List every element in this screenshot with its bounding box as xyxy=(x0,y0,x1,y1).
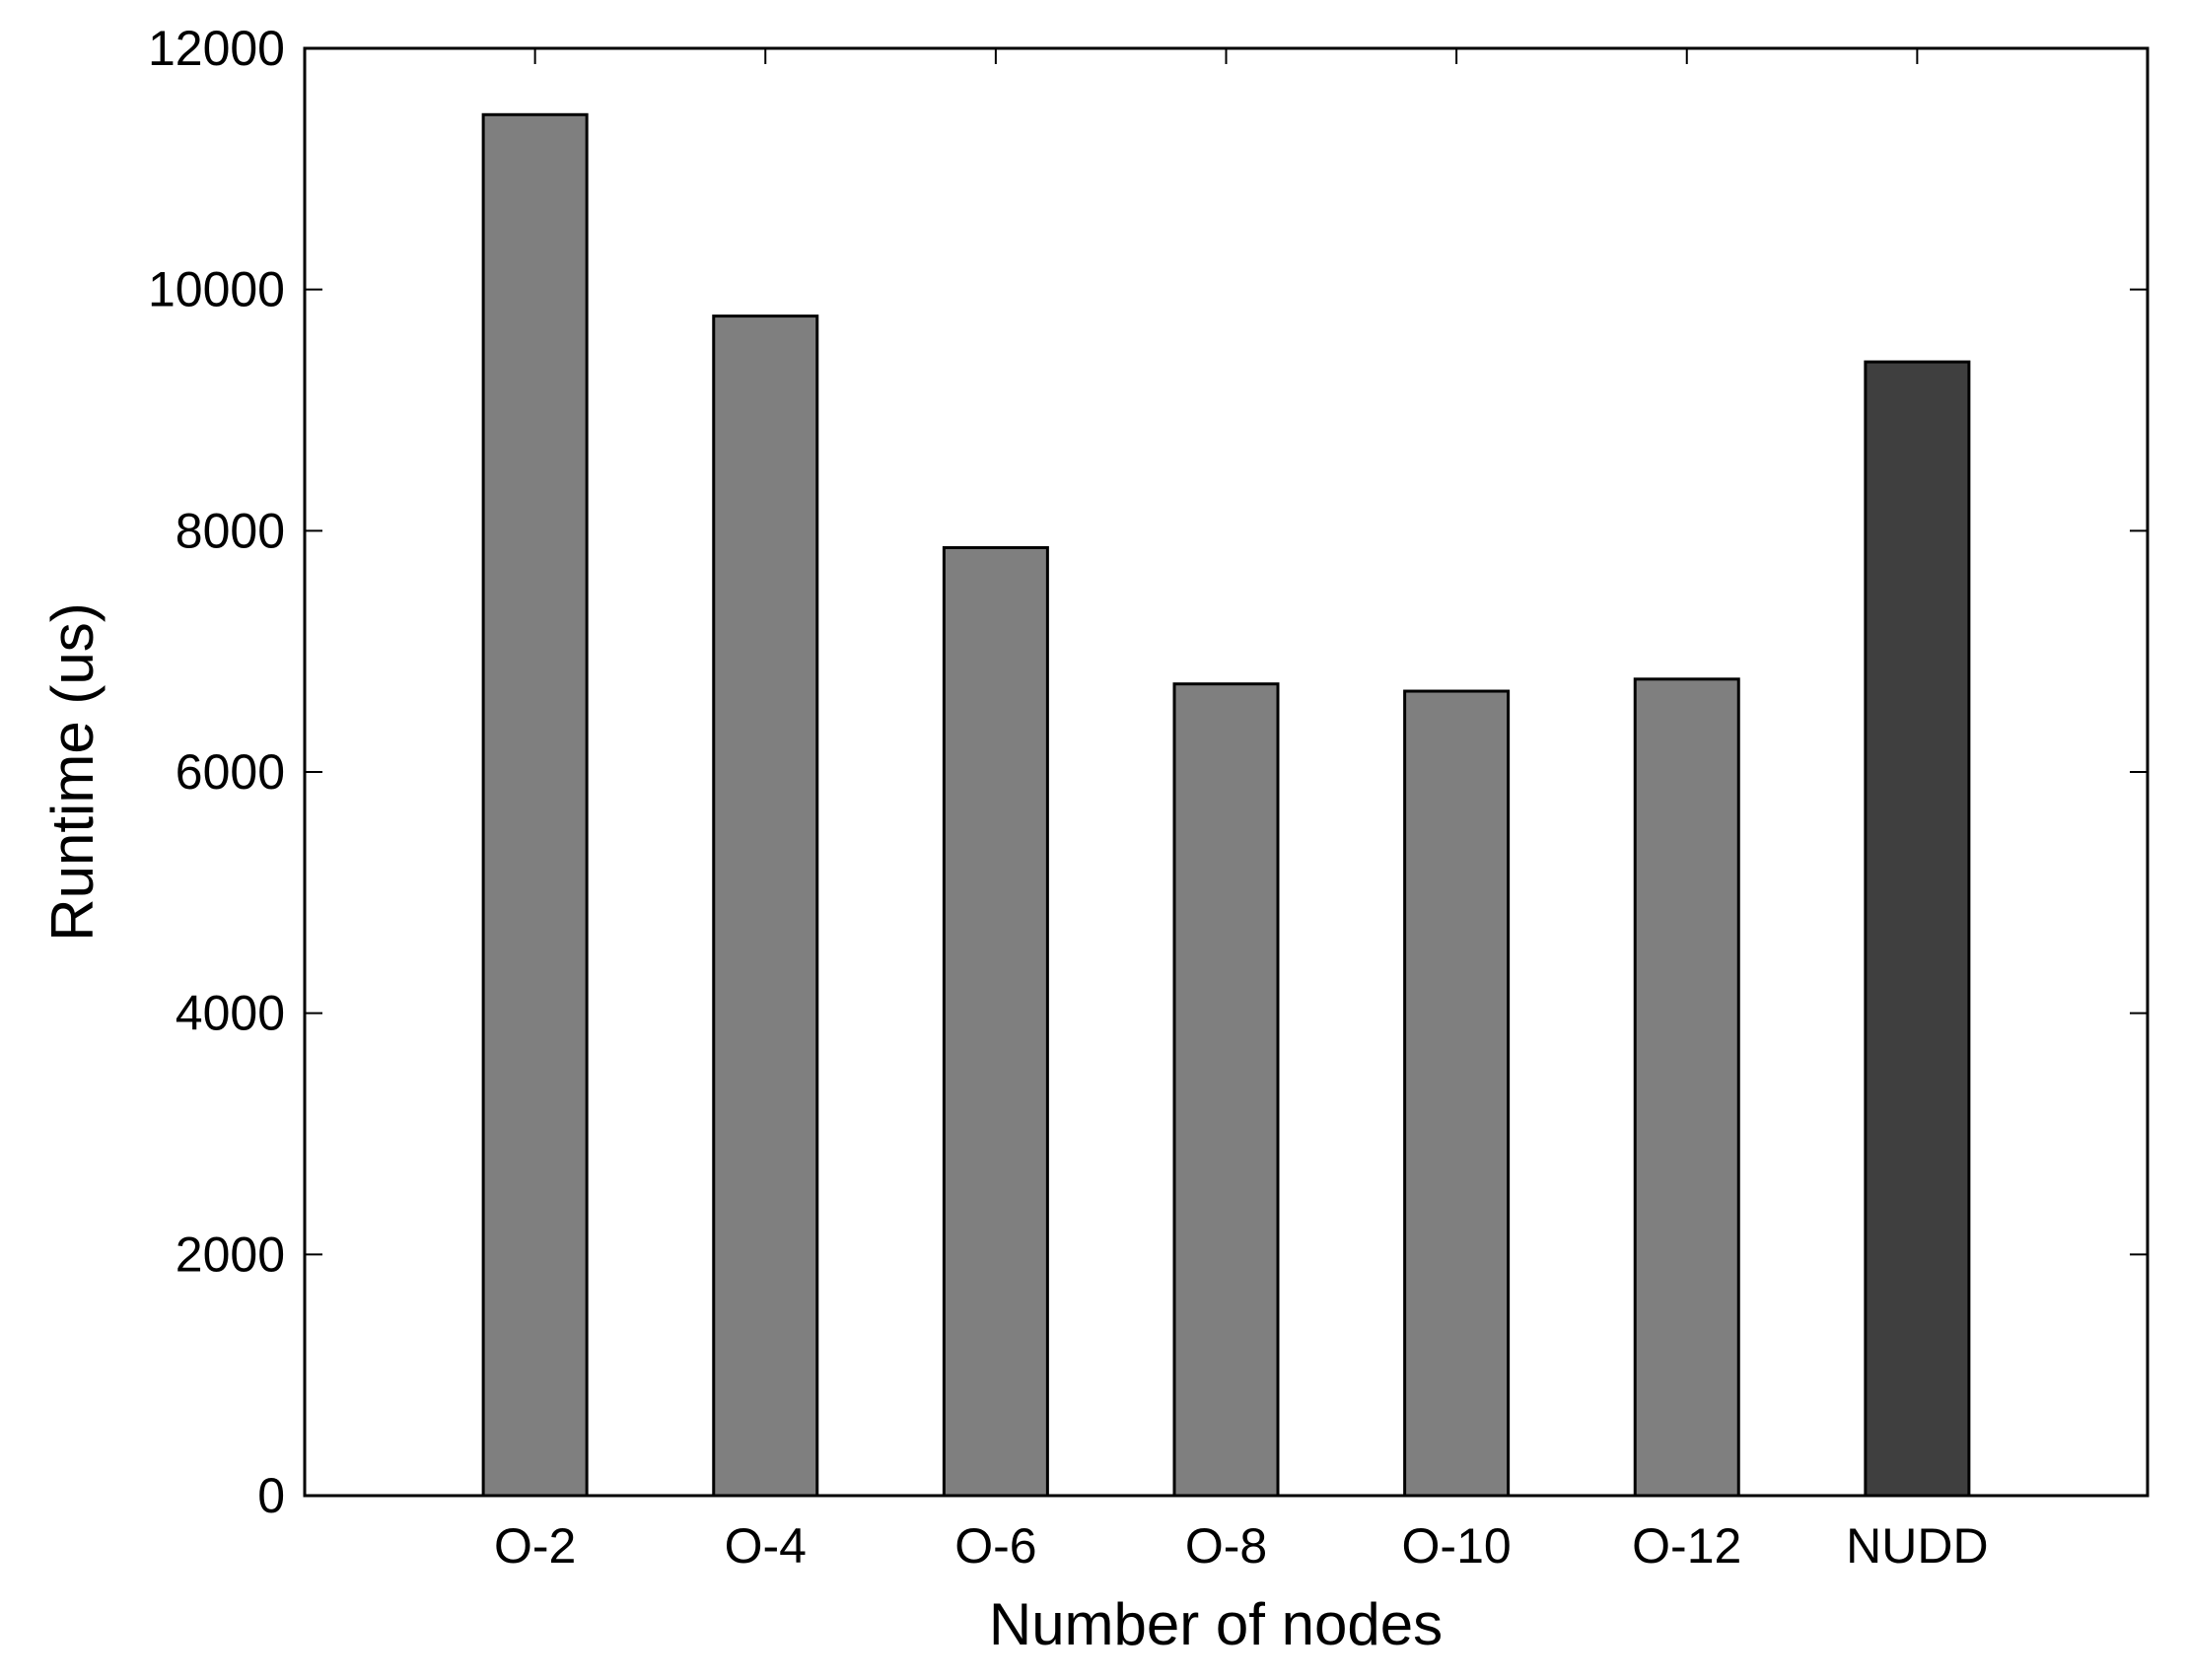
x-axis-label: Number of nodes xyxy=(989,1591,1443,1657)
y-tick-label: 10000 xyxy=(148,262,285,317)
x-tick-label: O-8 xyxy=(1185,1518,1267,1574)
y-tick-label: 12000 xyxy=(148,21,285,76)
x-axis-tick-labels: O-2 O-4 O-6 O-8 O-10 O-12 NUDD xyxy=(494,1518,1989,1574)
bar-o-12 xyxy=(1633,677,1740,1498)
x-tick-label: O-12 xyxy=(1632,1518,1741,1574)
y-axis-ticks xyxy=(305,47,2148,1497)
bar-o-10 xyxy=(1403,689,1511,1498)
y-axis-tick-labels: 0 2000 4000 6000 8000 10000 12000 xyxy=(148,21,285,1523)
bars xyxy=(481,112,1971,1498)
x-tick-label: NUDD xyxy=(1846,1518,1988,1574)
bar-o-4 xyxy=(712,315,819,1498)
bar-nudd xyxy=(1864,360,1971,1498)
bar-o-2 xyxy=(481,112,589,1498)
y-tick-label: 0 xyxy=(257,1468,285,1523)
y-tick-label: 6000 xyxy=(176,744,285,800)
y-tick-label: 8000 xyxy=(176,503,285,558)
bar-o-6 xyxy=(942,545,1049,1498)
y-tick-label: 2000 xyxy=(176,1226,285,1282)
y-axis-label: Runtime (us) xyxy=(39,602,106,941)
x-tick-label: O-6 xyxy=(954,1518,1036,1574)
x-tick-label: O-2 xyxy=(494,1518,576,1574)
y-tick-label: 4000 xyxy=(176,986,285,1041)
x-tick-label: O-4 xyxy=(725,1518,807,1574)
x-tick-label: O-10 xyxy=(1402,1518,1512,1574)
bar-o-8 xyxy=(1172,682,1280,1498)
